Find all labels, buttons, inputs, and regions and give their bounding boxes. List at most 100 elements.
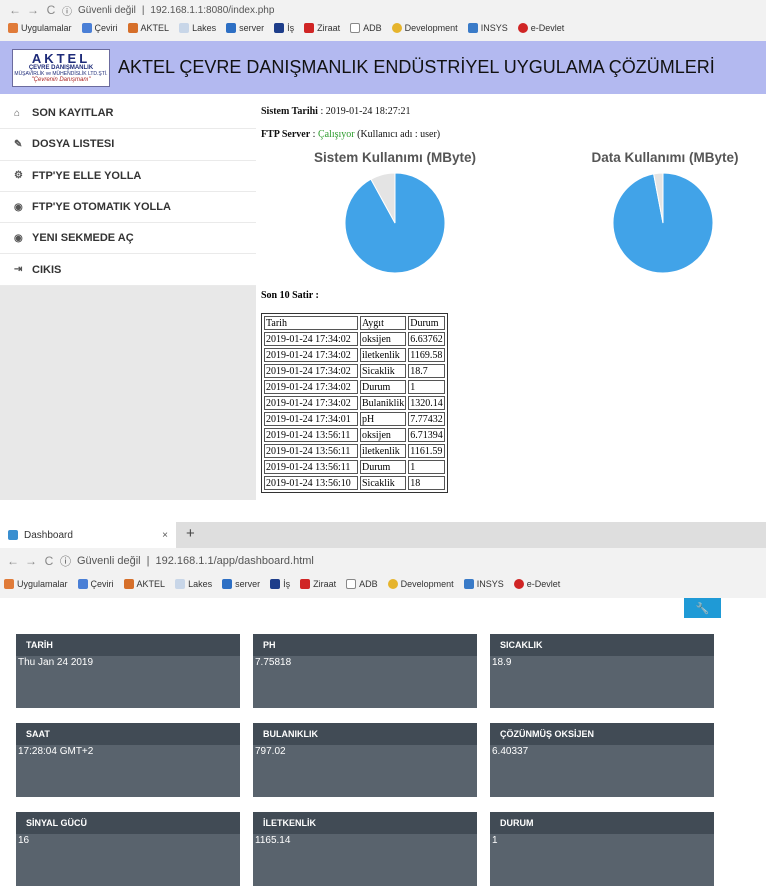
sidebar-item-yeni-sekme[interactable]: ◉ YENI SEKMEDE AÇ [0, 223, 256, 255]
sidebar-item-cikis[interactable]: ⇥ CIKIS [0, 254, 256, 286]
forward-icon[interactable]: → [27, 3, 39, 17]
pie-slice-1 [370, 173, 396, 224]
translate-icon [77, 579, 88, 589]
page-icon [179, 23, 190, 33]
dollar-icon [274, 23, 285, 33]
apps-grid-icon [4, 579, 14, 589]
table-title: Son 10 Satir : [261, 290, 319, 301]
ziraat-icon [304, 23, 315, 33]
reload-icon[interactable]: C [44, 554, 54, 568]
new-tab-icon[interactable]: + [186, 525, 195, 542]
card-bulaniklik: BULANIKLIK 797.02 [253, 723, 477, 797]
table-row: 2019-01-24 13:56:10 Sicaklik 18 [264, 476, 445, 490]
bookmark-aktel[interactable]: AKTEL [127, 23, 169, 33]
globe-icon: ◉ [14, 232, 23, 244]
sidebar-item-son-kayitlar[interactable]: ⌂ SON KAYITLAR [0, 98, 256, 130]
bookmark-ceviri[interactable]: Çeviri [77, 579, 114, 589]
pie-slice-1 [653, 173, 664, 224]
insys-icon [463, 579, 474, 589]
bookmark-is[interactable]: İş [274, 23, 294, 33]
settings-wrench-button[interactable]: 🔧 [684, 598, 721, 618]
bookmark-adb[interactable]: ADB [350, 23, 382, 33]
cogs-icon: ⚙ [14, 170, 23, 182]
dashboard-favicon-icon [8, 530, 18, 540]
last-rows-table: Tarih Aygıt Durum 2019-01-24 17:34:02 oks… [261, 313, 448, 493]
bookmark-server[interactable]: server [222, 579, 260, 589]
bookmark-development[interactable]: Development [387, 579, 454, 589]
app-header: AKTEL ÇEVRE DANIŞMANLIK MÜŞAVİRLİK ve MÜ… [0, 41, 766, 94]
bookmark-insys[interactable]: INSYS [467, 23, 508, 33]
wrench-icon: 🔧 [695, 602, 710, 615]
bookmark-apps[interactable]: Uygulamalar [4, 579, 68, 589]
bookmark-lakes[interactable]: Lakes [175, 579, 212, 589]
card-ph: PH 7.75818 [253, 634, 477, 708]
address-bar[interactable]: ⓘ Güvenli değil | 192.168.1.1:8080/index… [62, 4, 275, 18]
bookmark-edevlet[interactable]: e-Devlet [517, 23, 564, 33]
page-icon [350, 23, 361, 33]
sidebar: ⌂ SON KAYITLAR ✎ DOSYA LISTESI ⚙ FTP'YE ELL… [0, 98, 256, 500]
table-row: 2019-01-24 17:34:02 Sicaklik 18.7 [264, 364, 445, 378]
card-sicaklik: SICAKLIK 18.9 [490, 634, 714, 708]
globe-icon: ◉ [14, 201, 23, 213]
url-text: 192.168.1.1:8080/index.php [150, 4, 275, 16]
server-icon [226, 23, 237, 33]
tab-dashboard[interactable]: Dashboard × [0, 522, 176, 548]
bookmark-ziraat[interactable]: Ziraat [300, 579, 336, 589]
bookmark-insys[interactable]: INSYS [463, 579, 504, 589]
aktel-icon [127, 23, 138, 33]
bookmark-adb[interactable]: ADB [346, 579, 378, 589]
back-icon[interactable]: ← [9, 3, 21, 17]
system-usage-pie [345, 173, 445, 273]
sidebar-item-dosya-listesi[interactable]: ✎ DOSYA LISTESI [0, 129, 256, 161]
ziraat-icon [300, 579, 311, 589]
forward-icon[interactable]: → [25, 554, 37, 568]
dollar-icon [270, 579, 281, 589]
ftp-status-line: FTP Server : Çalışıyor (Kullanıcı adı : … [261, 129, 441, 140]
bookmark-lakes[interactable]: Lakes [179, 23, 216, 33]
bookmark-ziraat[interactable]: Ziraat [304, 23, 340, 33]
chrome-icon [391, 23, 402, 33]
aktel-icon [123, 579, 134, 589]
ftp-status: Çalışıyor [317, 129, 355, 140]
apps-grid-icon [8, 23, 18, 33]
bookmark-edevlet[interactable]: e-Devlet [513, 579, 560, 589]
bookmark-server[interactable]: server [226, 23, 264, 33]
browser-toolbar: ← → C ⓘ Güvenli değil | 192.168.1.1:8080… [0, 0, 766, 41]
address-bar[interactable]: ⓘ Güvenli değil | 192.168.1.1/app/dashbo… [60, 555, 314, 568]
translate-icon [81, 23, 92, 33]
sidebar-item-ftp-elle[interactable]: ⚙ FTP'YE ELLE YOLLA [0, 161, 256, 192]
card-durum: DURUM 1 [490, 812, 714, 886]
bookmark-aktel[interactable]: AKTEL [123, 579, 165, 589]
close-tab-icon[interactable]: × [162, 529, 168, 541]
table-row: 2019-01-24 17:34:02 iletkenlik 1169.58 [264, 348, 445, 362]
insys-icon [467, 23, 478, 33]
bookmark-apps[interactable]: Uygulamalar [8, 23, 72, 33]
url-text: 192.168.1.1/app/dashboard.html [155, 555, 314, 567]
page-title: AKTEL ÇEVRE DANIŞMANLIK ENDÜSTRİYEL UYGU… [118, 57, 715, 77]
table-row: 2019-01-24 17:34:01 pH 7.77432 [264, 412, 445, 426]
table-row: 2019-01-24 17:34:02 Durum 1 [264, 380, 445, 394]
system-time-line: Sistem Tarihi : 2019-01-24 18:27:21 [261, 106, 411, 117]
table-row: 2019-01-24 17:34:02 oksijen 6.63762 [264, 332, 445, 346]
card-sinyal: SİNYAL GÜCÜ 16 [16, 812, 240, 886]
bookmark-development[interactable]: Development [391, 23, 458, 33]
back-icon[interactable]: ← [7, 554, 19, 568]
browser-toolbar-2: ← → C ⓘ Güvenli değil | 192.168.1.1/app/… [0, 548, 766, 598]
home-icon: ⌂ [14, 107, 21, 119]
table-row: 2019-01-24 13:56:11 oksijen 6.71394 [264, 428, 445, 442]
table-row: 2019-01-24 13:56:11 Durum 1 [264, 460, 445, 474]
card-iletkenlik: İLETKENLİK 1165.14 [253, 812, 477, 886]
edit-icon: ✎ [14, 138, 23, 150]
table-header-row: Tarih Aygıt Durum [264, 316, 445, 330]
tab-strip: Dashboard × + [0, 522, 766, 548]
info-icon: ⓘ [62, 6, 72, 18]
system-time: 2019-01-24 18:27:21 [325, 106, 411, 117]
page-icon [175, 579, 186, 589]
page-icon [346, 579, 357, 589]
info-icon: ⓘ [60, 556, 71, 568]
bookmark-is[interactable]: İş [270, 579, 290, 589]
bookmark-ceviri[interactable]: Çeviri [81, 23, 118, 33]
sidebar-item-ftp-otomatik[interactable]: ◉ FTP'YE OTOMATIK YOLLA [0, 192, 256, 224]
reload-icon[interactable]: C [46, 3, 56, 17]
server-icon [222, 579, 233, 589]
